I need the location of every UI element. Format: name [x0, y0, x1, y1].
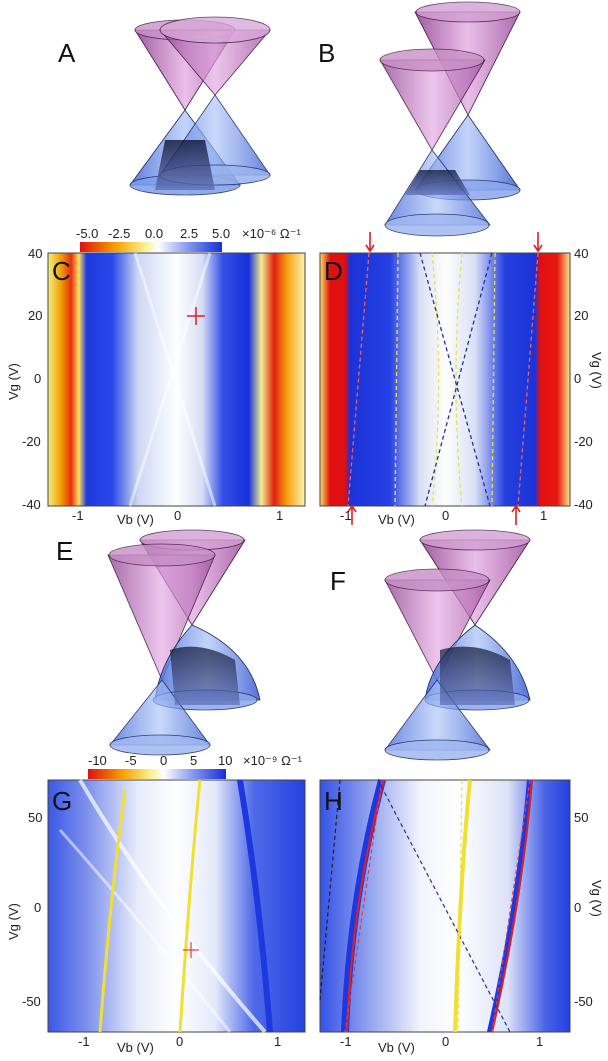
panel-label-h: H	[324, 786, 343, 816]
cone-diagram-a	[129, 16, 271, 196]
y-tick: 0	[574, 900, 582, 915]
y-tick: 20	[28, 308, 43, 323]
y-tick: -50	[22, 994, 41, 1009]
map-panel-g	[47, 778, 306, 1034]
y-tick: -20	[574, 434, 593, 449]
panel-label-a: A	[58, 38, 76, 68]
colorbar-bottom	[88, 769, 226, 779]
panel-label-c: C	[52, 256, 71, 286]
y-tick: 0	[34, 900, 42, 915]
x-tick: -1	[78, 1034, 90, 1049]
x-tick: 0	[442, 508, 450, 523]
x-tick: -1	[340, 508, 352, 523]
colorbar-tick: 10	[218, 753, 233, 768]
colorbar-tick: 0	[160, 753, 168, 768]
x-tick: 1	[276, 508, 284, 523]
colorbar-unit: ×10⁻⁶ Ω⁻¹	[242, 226, 301, 241]
colorbar-tick: -5.0	[76, 226, 99, 241]
y-tick: 20	[574, 308, 589, 323]
map-panel-h	[319, 778, 571, 1033]
y-tick: 40	[574, 246, 589, 261]
y-axis-label: Vg (V)	[6, 363, 21, 400]
x-axis-label: Vb (V)	[378, 1040, 415, 1055]
x-tick: 1	[274, 1034, 282, 1049]
y-tick: -40	[22, 497, 41, 512]
cone-diagram-b	[379, 1, 521, 237]
cone-diagram-f	[384, 529, 531, 761]
x-tick: 1	[536, 1034, 544, 1049]
y-axis-label: Vg (V)	[589, 352, 604, 389]
cone-diagram-e	[107, 529, 261, 756]
x-axis-label: Vb (V)	[117, 1040, 154, 1055]
x-tick: 0	[442, 1034, 450, 1049]
panel-label-f: F	[330, 566, 346, 596]
y-tick: 0	[574, 371, 582, 386]
colorbar-tick: -10	[88, 753, 107, 768]
x-axis-label: Vb (V)	[117, 512, 154, 527]
colorbar-tick: 2.5	[180, 226, 199, 241]
x-tick: 1	[540, 508, 548, 523]
x-tick: 0	[176, 1034, 184, 1049]
y-tick: -40	[574, 497, 593, 512]
y-tick: -50	[574, 994, 593, 1009]
colorbar-tick: 5.0	[212, 226, 231, 241]
y-tick: 40	[28, 246, 43, 261]
colorbar-tick: -2.5	[108, 226, 131, 241]
y-axis-label: Vg (V)	[589, 880, 604, 917]
panel-label-g: G	[52, 786, 73, 816]
colorbar-tick: -5	[125, 753, 137, 768]
y-axis-label: Vg (V)	[6, 903, 21, 940]
y-tick: 50	[574, 810, 589, 825]
panel-label-d: D	[324, 256, 343, 286]
y-tick: -20	[22, 434, 41, 449]
colorbar-tick: 0.0	[145, 226, 164, 241]
x-tick: 0	[174, 508, 182, 523]
x-tick: -1	[72, 508, 84, 523]
map-panel-c	[47, 252, 306, 507]
y-tick: 0	[34, 371, 42, 386]
x-axis-label: Vb (V)	[378, 512, 415, 527]
colorbar-top	[80, 242, 222, 252]
red-cross-marker	[187, 307, 205, 325]
map-panel-d	[319, 232, 571, 525]
x-tick: -1	[340, 1034, 352, 1049]
panel-label-b: B	[318, 38, 336, 68]
arrow-icon	[347, 232, 543, 525]
red-cross-marker	[183, 942, 199, 958]
y-tick: 50	[28, 810, 43, 825]
panel-label-e: E	[56, 536, 74, 566]
colorbar-tick: 5	[190, 753, 198, 768]
colorbar-unit: ×10⁻⁹ Ω⁻¹	[243, 753, 303, 768]
